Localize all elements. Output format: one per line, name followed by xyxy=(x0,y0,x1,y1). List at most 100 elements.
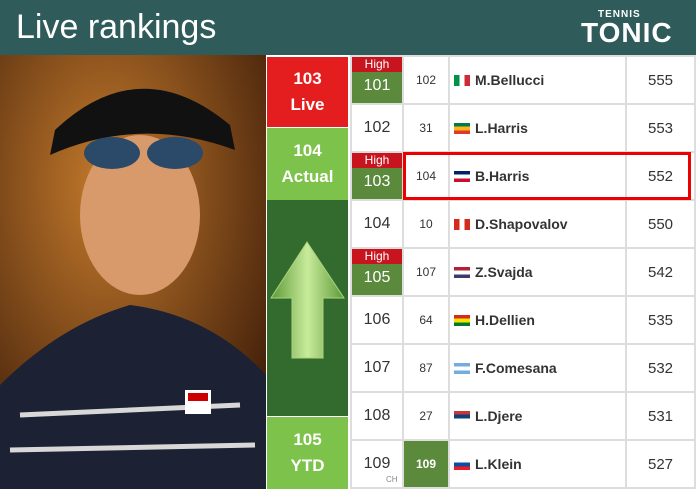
points: 527 xyxy=(647,455,674,473)
rank: 106 xyxy=(363,311,391,328)
rank: 107 xyxy=(363,359,391,376)
rank: 105 xyxy=(363,269,391,286)
points: 531 xyxy=(647,407,674,425)
rank-cell: 103 High xyxy=(352,153,402,199)
rank: 109 xyxy=(363,455,391,472)
prev-rank-cell: 10 xyxy=(404,201,448,247)
prev-rank: 64 xyxy=(419,313,433,327)
actual-box: 104 Actual xyxy=(267,128,348,200)
player-cell: D.Shapovalov xyxy=(450,201,625,247)
points: 532 xyxy=(647,359,674,377)
flag xyxy=(454,218,470,230)
rank-cell: 108 xyxy=(352,393,402,439)
prev-rank-cell: 109 xyxy=(404,441,448,487)
rank: 101 xyxy=(363,77,391,94)
rank-cell: 105 High xyxy=(352,249,402,295)
player-name: Z.Svajda xyxy=(475,264,533,280)
ytd-box: 105 YTD xyxy=(267,417,348,489)
points-cell: 542 xyxy=(627,249,694,295)
logo: TONIC xyxy=(581,17,673,48)
points: 542 xyxy=(647,263,674,281)
prev-rank-cell: 64 xyxy=(404,297,448,343)
high-badge: High xyxy=(352,249,402,264)
rank: 103 xyxy=(363,173,391,190)
ytd-label: YTD xyxy=(290,456,325,475)
highlight-border xyxy=(403,152,691,200)
prev-rank-cell: 27 xyxy=(404,393,448,439)
rank-cell: 107 xyxy=(352,345,402,391)
high-badge: High xyxy=(352,153,402,168)
points: 550 xyxy=(647,215,674,233)
points: 535 xyxy=(647,311,674,329)
points-cell: 553 xyxy=(627,105,694,151)
player-cell: B.Harris xyxy=(450,153,625,199)
prev-note: CH xyxy=(386,475,398,484)
rank: 102 xyxy=(363,119,391,136)
player-name: M.Bellucci xyxy=(475,72,545,88)
player-cell: Z.Svajda xyxy=(450,249,625,295)
actual-value: 104 xyxy=(293,141,322,160)
player-cell: M.Bellucci xyxy=(450,57,625,103)
header: Live rankings TENNIS TONIC xyxy=(0,0,696,55)
rank: 108 xyxy=(363,407,391,424)
arrow-panel xyxy=(267,200,348,416)
player-name: F.Comesana xyxy=(475,360,557,376)
flag xyxy=(454,362,470,374)
points-cell: 532 xyxy=(627,345,694,391)
prev-rank: 27 xyxy=(419,409,433,423)
player-cell: L.Harris xyxy=(450,105,625,151)
live-label: Live xyxy=(290,95,325,114)
logo-top: TENNIS xyxy=(598,9,641,20)
player-cell: F.Comesana xyxy=(450,345,625,391)
rank-cell: 102 xyxy=(352,105,402,151)
points-cell: 555 xyxy=(627,57,694,103)
high-badge: High xyxy=(352,57,402,72)
player-cell: H.Dellien xyxy=(450,297,625,343)
flag xyxy=(454,74,470,86)
prev-rank-cell: 104 xyxy=(404,153,448,199)
player-name: L.Djere xyxy=(475,408,523,424)
player-cell: L.Djere xyxy=(450,393,625,439)
points-cell: 527 xyxy=(627,441,694,487)
points-cell: 535 xyxy=(627,297,694,343)
flag xyxy=(454,410,470,422)
rank-cell: 101 High xyxy=(352,57,402,103)
flag xyxy=(454,122,470,134)
player-name: D.Shapovalov xyxy=(475,216,568,232)
flag xyxy=(454,170,470,182)
points: 555 xyxy=(647,71,674,89)
player-name: L.Harris xyxy=(475,120,528,136)
points: 552 xyxy=(647,167,674,185)
prev-rank: 87 xyxy=(419,361,433,375)
title: Live rankings xyxy=(16,8,217,46)
ytd-value: 105 xyxy=(293,430,322,449)
prev-rank-cell: 87 xyxy=(404,345,448,391)
rank-cell: 104 xyxy=(352,201,402,247)
flag xyxy=(454,458,470,470)
actual-label: Actual xyxy=(281,167,334,186)
points-cell: 531 xyxy=(627,393,694,439)
prev-rank: 31 xyxy=(419,121,433,135)
live-value: 103 xyxy=(293,69,322,88)
player-photo xyxy=(0,55,266,489)
flag xyxy=(454,266,470,278)
player-name: B.Harris xyxy=(475,168,530,184)
prev-rank-cell: 107 xyxy=(404,249,448,295)
player-cell: L.Klein xyxy=(450,441,625,487)
rank: 104 xyxy=(363,215,391,232)
live-box: 103 Live xyxy=(267,57,348,127)
points-cell: 552 xyxy=(627,153,694,199)
prev-rank-cell: 102 xyxy=(404,57,448,103)
points-cell: 550 xyxy=(627,201,694,247)
prev-rank: 104 xyxy=(415,169,437,183)
prev-rank-cell: 31 xyxy=(404,105,448,151)
prev-rank: 109 xyxy=(415,457,437,471)
flag xyxy=(454,314,470,326)
rank-cell: 109 xyxy=(352,441,402,487)
prev-rank: 107 xyxy=(415,265,437,279)
player-name: H.Dellien xyxy=(475,312,535,328)
points: 553 xyxy=(647,119,674,137)
prev-rank: 102 xyxy=(415,73,437,87)
prev-rank: 10 xyxy=(419,217,433,231)
